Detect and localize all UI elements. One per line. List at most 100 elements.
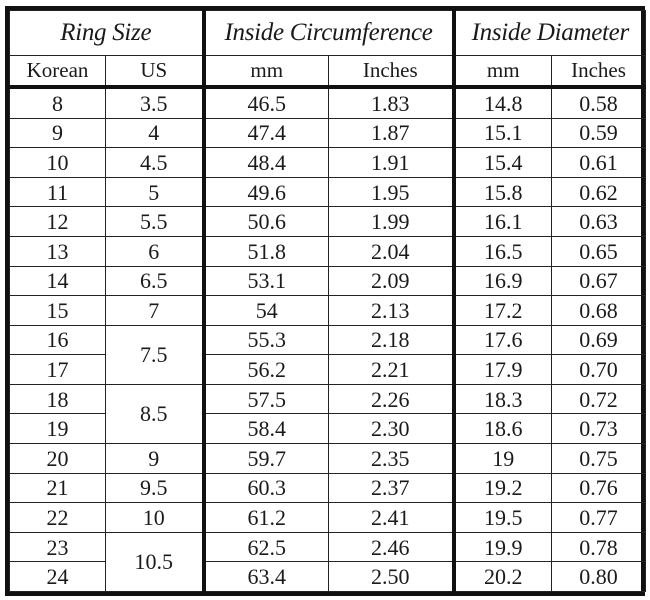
korean-cell: 22 <box>9 502 106 533</box>
us-cell: 6 <box>104 235 205 267</box>
diameter-mm-header: mm <box>451 55 553 89</box>
korean-cell: 24 <box>9 561 106 592</box>
diameter-mm-cell: 16.5 <box>451 235 553 267</box>
korean-cell: 15 <box>9 295 106 326</box>
diameter-mm-cell: 17.9 <box>451 354 553 385</box>
circumference-mm-cell: 55.3 <box>201 324 330 356</box>
diameter-mm-cell: 18.6 <box>451 413 553 445</box>
group-header-row: Ring Size Inside Circumference Inside Di… <box>8 10 647 56</box>
circumference-mm-cell: 50.6 <box>201 206 330 237</box>
circumference-inches-cell: 2.37 <box>328 472 455 504</box>
circumference-mm-cell: 56.2 <box>201 354 330 385</box>
circumference-mm-cell: 51.8 <box>201 235 330 267</box>
sub-header-row: Korean US mm Inches mm Inches <box>9 55 647 89</box>
table-row: 23 10.5 62.5 2.46 19.9 0.78 <box>9 531 647 593</box>
table-row: 9 4 47.4 1.87 15.1 0.59 <box>9 117 647 149</box>
diameter-inches-cell: 0.73 <box>551 413 647 445</box>
diameter-mm-cell: 19.9 <box>451 531 553 563</box>
diameter-inches-cell: 0.65 <box>551 235 647 267</box>
table-row: 14 6.5 53.1 2.09 16.9 0.67 <box>9 265 647 297</box>
diameter-inches-cell: 0.61 <box>551 147 647 178</box>
circumference-mm-cell: 59.7 <box>201 443 330 474</box>
us-cell: 5 <box>104 176 205 208</box>
korean-cell: 8 <box>9 86 106 119</box>
circumference-inches-cell: 2.50 <box>328 561 455 592</box>
table-row: 15 7 54 2.13 17.2 0.68 <box>9 295 647 326</box>
table-row: 10 4.5 48.4 1.91 15.4 0.61 <box>9 147 647 178</box>
diameter-mm-cell: 17.6 <box>451 324 553 356</box>
diameter-mm-cell: 17.2 <box>451 295 553 326</box>
ring-size-header: Ring Size <box>8 10 205 56</box>
table-row: 16 7.5 55.3 2.18 17.6 0.69 <box>9 324 647 385</box>
inside-circumference-header: Inside Circumference <box>201 10 455 56</box>
korean-cell: 12 <box>9 206 106 237</box>
diameter-inches-cell: 0.70 <box>551 354 647 385</box>
circumference-inches-cell: 2.04 <box>328 235 455 267</box>
diameter-mm-cell: 15.4 <box>451 147 553 178</box>
us-cell: 4.5 <box>104 147 205 178</box>
diameter-inches-cell: 0.58 <box>551 86 647 119</box>
table-row: 19 58.4 2.30 18.6 0.73 <box>9 413 647 445</box>
circumference-mm-cell: 62.5 <box>201 531 330 563</box>
korean-cell: 23 <box>9 531 106 563</box>
korean-header: Korean <box>9 55 106 89</box>
diameter-inches-header: Inches <box>551 55 647 89</box>
us-cell: 8.5 <box>104 383 205 445</box>
diameter-inches-cell: 0.78 <box>551 531 647 563</box>
korean-cell: 14 <box>9 265 106 297</box>
table-row: 12 5.5 50.6 1.99 16.1 0.63 <box>9 206 647 237</box>
ring-size-table: Ring Size Inside Circumference Inside Di… <box>8 10 647 593</box>
circumference-inches-cell: 2.21 <box>328 354 455 385</box>
diameter-mm-cell: 19 <box>451 443 553 474</box>
us-cell: 7 <box>104 295 205 326</box>
circumference-inches-cell: 2.09 <box>328 265 455 297</box>
circumference-mm-cell: 63.4 <box>201 561 330 592</box>
table-body: 8 3.5 46.5 1.83 14.8 0.58 9 4 47.4 1.87 15.1 0.59 10… <box>9 86 647 593</box>
table-row: 24 63.4 2.50 20.2 0.80 <box>9 561 647 592</box>
circumference-inches-cell: 2.41 <box>328 502 455 533</box>
circumference-mm-cell: 58.4 <box>201 413 330 445</box>
circumference-inches-cell: 2.18 <box>328 324 455 356</box>
circumference-inches-cell: 1.95 <box>328 176 455 208</box>
table-row: 11 5 49.6 1.95 15.8 0.62 <box>9 176 647 208</box>
circumference-mm-cell: 49.6 <box>201 176 330 208</box>
us-cell: 4 <box>104 117 205 149</box>
korean-cell: 11 <box>9 176 106 208</box>
circumference-mm-cell: 61.2 <box>201 502 330 533</box>
diameter-mm-cell: 15.8 <box>451 176 553 208</box>
us-cell: 3.5 <box>104 86 205 119</box>
diameter-inches-cell: 0.69 <box>551 324 647 356</box>
circumference-mm-header: mm <box>201 55 330 89</box>
diameter-inches-cell: 0.62 <box>551 176 647 208</box>
korean-cell: 18 <box>9 383 106 415</box>
circumference-inches-cell: 2.13 <box>328 295 455 326</box>
table-row: 22 10 61.2 2.41 19.5 0.77 <box>9 502 647 533</box>
table-row: 18 8.5 57.5 2.26 18.3 0.72 <box>9 383 647 445</box>
us-cell: 5.5 <box>104 206 205 237</box>
ring-size-chart: Ring Size Inside Circumference Inside Di… <box>5 6 647 596</box>
diameter-inches-cell: 0.80 <box>551 561 647 592</box>
diameter-mm-cell: 16.9 <box>451 265 553 297</box>
table-row: 20 9 59.7 2.35 19 0.75 <box>9 443 647 474</box>
circumference-mm-cell: 53.1 <box>201 265 330 297</box>
circumference-inches-cell: 2.30 <box>328 413 455 445</box>
us-cell: 10 <box>104 502 205 533</box>
diameter-inches-cell: 0.76 <box>551 472 647 504</box>
us-header: US <box>104 55 205 89</box>
circumference-inches-cell: 1.99 <box>328 206 455 237</box>
circumference-mm-cell: 57.5 <box>201 383 330 415</box>
circumference-inches-cell: 2.26 <box>328 383 455 415</box>
diameter-mm-cell: 14.8 <box>451 86 553 119</box>
us-cell: 9.5 <box>104 472 205 504</box>
table-row: 17 56.2 2.21 17.9 0.70 <box>9 354 647 385</box>
diameter-mm-cell: 19.2 <box>451 472 553 504</box>
circumference-inches-header: Inches <box>328 55 455 89</box>
table-row: 8 3.5 46.5 1.83 14.8 0.58 <box>9 86 647 119</box>
korean-cell: 10 <box>9 147 106 178</box>
korean-cell: 16 <box>9 324 106 356</box>
korean-cell: 17 <box>9 354 106 385</box>
diameter-inches-cell: 0.75 <box>551 443 647 474</box>
circumference-mm-cell: 54 <box>201 295 330 326</box>
diameter-inches-cell: 0.59 <box>551 117 647 149</box>
diameter-mm-cell: 16.1 <box>451 206 553 237</box>
